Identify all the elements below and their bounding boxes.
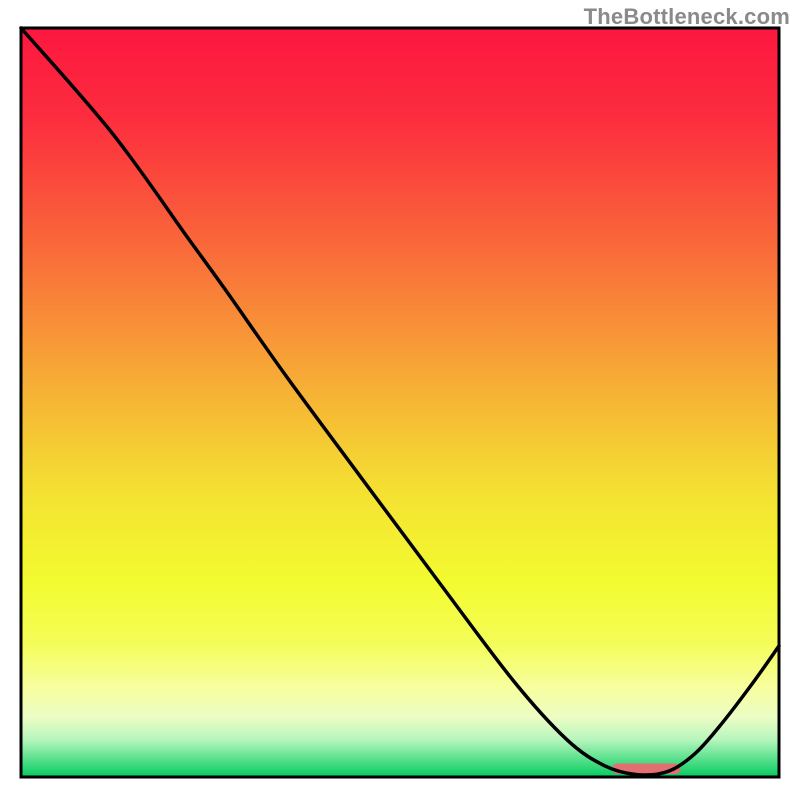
gradient-chart	[0, 0, 800, 800]
gradient-background	[21, 28, 779, 777]
watermark-text: TheBottleneck.com	[584, 4, 790, 30]
